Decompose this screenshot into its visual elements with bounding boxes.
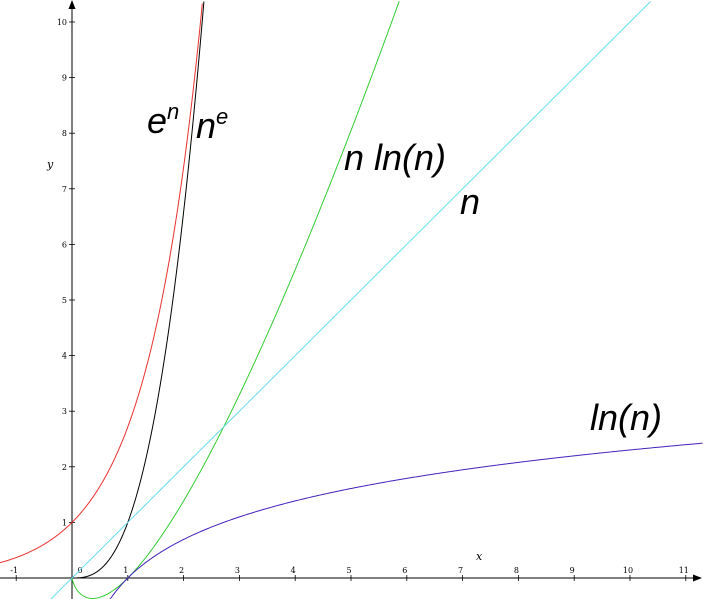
y-tick-label: 8 <box>62 129 67 138</box>
curve-labels: en ne n ln(n) n ln(n) <box>147 99 662 438</box>
x-tick-label: 5 <box>346 566 351 575</box>
y-axis-title: y <box>46 158 54 171</box>
x-tick-label: 2 <box>179 566 184 575</box>
curve-n-e <box>72 1 205 579</box>
x-axis-title: x <box>476 550 483 563</box>
x-tick-label: 11 <box>679 566 689 575</box>
y-tick-label: 3 <box>62 407 67 416</box>
curve-label-ln-n: ln(n) <box>590 397 662 438</box>
x-axis-arrow <box>693 574 702 582</box>
y-tick-label: 4 <box>62 352 67 361</box>
x-tick-label: 9 <box>570 566 575 575</box>
curve-ln-n <box>109 442 703 599</box>
y-tick-label: 7 <box>62 185 67 194</box>
x-tick-label: -1 <box>10 566 18 575</box>
curve-label-n-ln-n: n ln(n) <box>344 137 446 178</box>
curve-n <box>50 1 651 599</box>
y-tick-label: 2 <box>62 463 67 472</box>
y-axis-arrow <box>68 0 76 9</box>
curve-n-ln-n <box>71 0 400 599</box>
y-tick-label: 6 <box>62 240 67 249</box>
x-tick-label: 1 <box>123 566 128 575</box>
x-tick-label: 8 <box>514 566 519 575</box>
curve-label-e-pow-n: en <box>147 99 179 141</box>
x-tick-label: 10 <box>623 566 633 575</box>
x-tick-label: 3 <box>235 566 240 575</box>
x-tick-label: 6 <box>402 566 407 575</box>
x-tick-label: 4 <box>291 566 296 575</box>
curve-label-n: n <box>460 181 480 222</box>
y-tick-label: 9 <box>62 74 67 83</box>
curve-label-n-pow-e: ne <box>196 104 228 146</box>
y-tick-label: 10 <box>57 18 67 27</box>
x-tick-label: 7 <box>458 566 463 575</box>
y-tick-label: 1 <box>62 518 67 527</box>
y-tick-label: 5 <box>62 296 67 305</box>
curve-e-n <box>0 3 203 564</box>
